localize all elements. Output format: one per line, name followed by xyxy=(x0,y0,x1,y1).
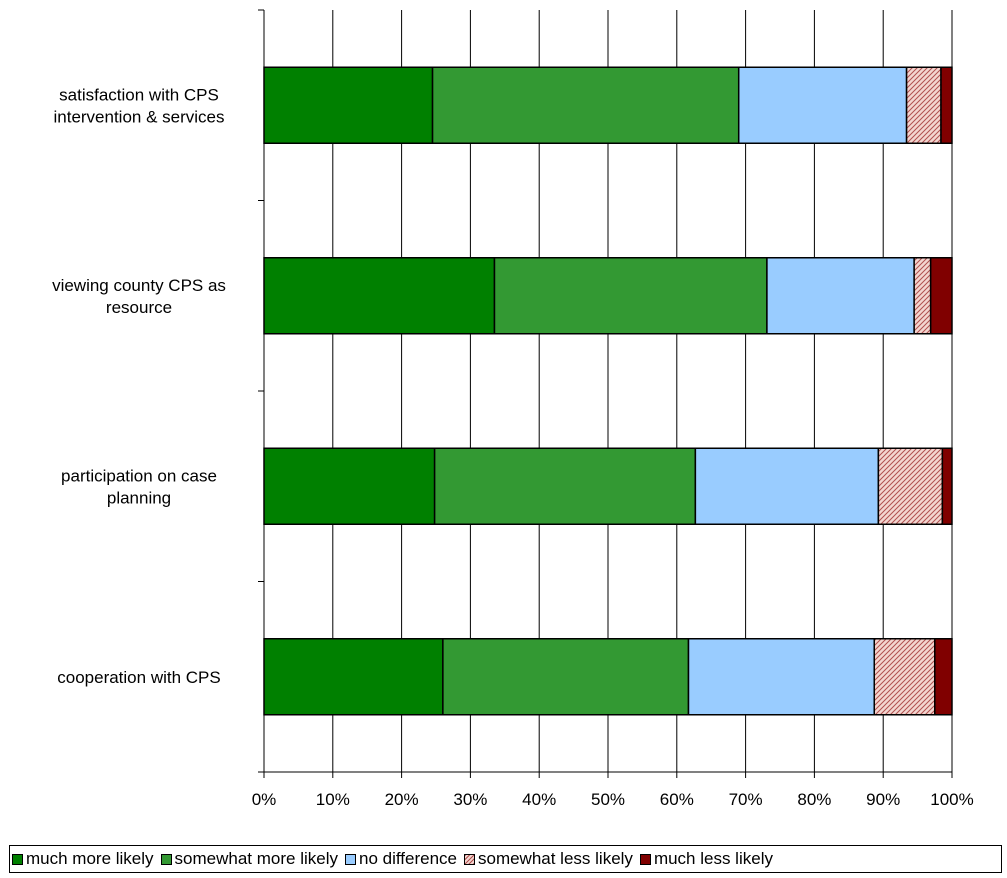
x-tick-label: 90% xyxy=(866,790,900,809)
bar-segment xyxy=(766,257,915,335)
legend-label: much less likely xyxy=(653,849,773,868)
bar-segment xyxy=(493,257,768,335)
stacked-bar-chart: satisfaction with CPS intervention & serv… xyxy=(52,9,974,809)
x-tick-label: 50% xyxy=(591,790,625,809)
bar-segment xyxy=(687,638,876,716)
legend-swatch xyxy=(463,853,475,865)
x-tick-label: 10% xyxy=(316,790,350,809)
bar-segment xyxy=(737,66,908,144)
x-tick-labels: 0% 10% 20% 30% 40% 50% 60% 70% 80% 90% 100% xyxy=(252,790,974,809)
bar-segment xyxy=(263,447,436,525)
x-tick-label: 60% xyxy=(660,790,694,809)
x-tick-label: 70% xyxy=(729,790,763,809)
x-tick-label: 20% xyxy=(385,790,419,809)
legend-swatch xyxy=(160,853,172,865)
bar-segment xyxy=(431,66,740,144)
axes xyxy=(258,9,953,778)
x-tick-label: 40% xyxy=(522,790,556,809)
bar-segment xyxy=(913,257,932,335)
category-labels: satisfaction with CPS intervention & serv… xyxy=(52,85,226,687)
category-label: participation on case planning xyxy=(61,466,217,507)
legend-item: much more likely xyxy=(12,849,154,869)
bar-segment xyxy=(905,66,942,144)
legend-label: somewhat less likely xyxy=(477,849,633,868)
legend-label: no difference xyxy=(359,849,457,868)
legend-item: somewhat less likely xyxy=(463,849,633,869)
category-label: cooperation with CPS xyxy=(57,668,220,687)
bar-segment xyxy=(263,638,444,716)
legend-label: somewhat more likely xyxy=(174,849,338,868)
legend-swatch xyxy=(345,853,356,865)
legend-item: somewhat more likely xyxy=(160,849,338,869)
bar-segment xyxy=(929,257,953,335)
bar-segment xyxy=(433,447,697,525)
x-tick-label: 0% xyxy=(252,790,277,809)
bars xyxy=(263,66,953,716)
bar-segment xyxy=(263,66,434,144)
bar-segment xyxy=(873,638,936,716)
bar-segment xyxy=(442,638,690,716)
legend: much more likely somewhat more likely no d… xyxy=(9,845,1002,873)
x-tick-label: 30% xyxy=(453,790,487,809)
bar-segment xyxy=(941,447,953,525)
legend-swatch xyxy=(12,853,23,865)
legend-swatch xyxy=(639,853,651,865)
category-label: viewing county CPS as resource xyxy=(52,276,226,317)
x-tick-label: 100% xyxy=(930,790,973,809)
legend-item: much less likely xyxy=(639,849,773,869)
bar-segment xyxy=(934,638,953,716)
bar-segment xyxy=(940,66,953,144)
x-tick-label: 80% xyxy=(797,790,831,809)
legend-label: much more likely xyxy=(26,849,154,868)
bar-segment xyxy=(263,257,496,335)
category-label: satisfaction with CPS intervention & serv… xyxy=(53,85,224,126)
bar-segment xyxy=(694,447,880,525)
bar-segment xyxy=(877,447,944,525)
legend-item: no difference xyxy=(345,849,457,869)
